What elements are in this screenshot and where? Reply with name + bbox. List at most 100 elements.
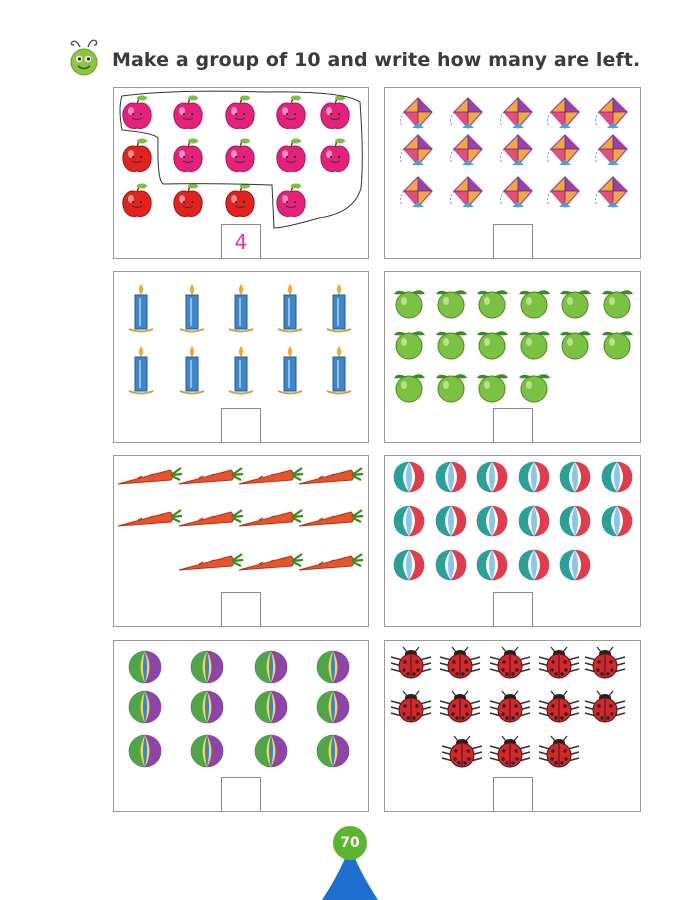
beach-ball-icon	[435, 461, 467, 493]
guava-icon	[436, 290, 467, 319]
instruction-header: Make a group of 10 and write how many ar…	[68, 38, 640, 82]
guava-icon	[436, 374, 467, 403]
candle-icon	[128, 346, 154, 395]
guava-icon	[394, 374, 425, 403]
candle-icon	[277, 346, 303, 395]
carrot-icon	[178, 553, 244, 571]
guava-icon	[519, 290, 550, 319]
ball-icon	[190, 650, 224, 684]
ball-icon	[254, 734, 288, 768]
candle-icon	[179, 284, 205, 333]
guava-icon	[602, 290, 633, 319]
kite-icon	[547, 97, 580, 129]
beach-ball-icon	[518, 505, 550, 537]
answer-box-candles[interactable]	[221, 408, 261, 442]
candle-icon	[228, 284, 254, 333]
beach-ball-icon	[476, 461, 508, 493]
guava-icon	[477, 290, 508, 319]
answer-box-apples[interactable]: 4	[221, 224, 261, 258]
answer-box-balls[interactable]	[221, 777, 261, 811]
kite-icon	[595, 134, 628, 166]
guava-icon	[477, 331, 508, 360]
ladybug-icon	[538, 646, 580, 679]
ball-icon	[254, 690, 288, 724]
carrot-icon	[298, 509, 364, 527]
beach-balls-group	[393, 461, 633, 581]
beach-ball-icon	[559, 549, 591, 581]
ball-icon	[128, 650, 162, 684]
apple-icon	[122, 138, 152, 172]
ladybug-icon	[538, 735, 580, 768]
beach-ball-icon	[435, 505, 467, 537]
ball-icon	[128, 734, 162, 768]
carrot-icon	[117, 509, 183, 527]
kite-icon	[450, 97, 483, 129]
carrot-icon	[238, 553, 304, 571]
answer-box-guavas[interactable]	[492, 408, 533, 442]
panel-guavas	[384, 271, 641, 443]
carrot-icon	[117, 467, 183, 485]
kite-icon	[547, 176, 580, 208]
kite-icon	[595, 97, 628, 129]
apple-icon	[173, 183, 203, 217]
apple-icon	[122, 183, 152, 217]
ladybug-icon	[390, 646, 432, 679]
balls-group	[128, 650, 350, 768]
ladybug-icon	[439, 646, 481, 679]
apple-icon	[320, 138, 350, 172]
guava-icon	[394, 290, 425, 319]
ladybugs-group	[390, 646, 626, 768]
apple-icon	[276, 183, 306, 217]
ball-icon	[254, 650, 288, 684]
ladybug-icon	[439, 690, 481, 723]
carrot-icon	[238, 509, 304, 527]
kites-group	[400, 97, 628, 208]
ball-icon	[316, 734, 350, 768]
carrot-icon	[298, 467, 364, 485]
guava-icon	[560, 290, 591, 319]
ladybug-icon	[538, 690, 580, 723]
beach-ball-icon	[601, 461, 633, 493]
ball-icon	[128, 690, 162, 724]
beach-ball-icon	[393, 549, 425, 581]
beach-ball-icon	[518, 461, 550, 493]
ladybug-icon	[390, 690, 432, 723]
answer-box-ladybugs[interactable]	[492, 777, 533, 811]
ladybug-icon	[441, 735, 483, 768]
ball-icon	[190, 690, 224, 724]
candle-icon	[128, 284, 154, 333]
carrots-group	[117, 467, 364, 571]
panel-carrots	[113, 455, 369, 627]
apple-icon	[320, 95, 350, 129]
beach-ball-icon	[476, 505, 508, 537]
answer-box-beach-balls[interactable]	[492, 592, 533, 626]
kite-icon	[450, 176, 483, 208]
group-lasso	[119, 90, 363, 229]
beach-ball-icon	[518, 549, 550, 581]
beach-ball-icon	[393, 461, 425, 493]
panel-apples: 4	[113, 87, 369, 259]
beach-ball-icon	[476, 549, 508, 581]
answer-box-kites[interactable]	[492, 224, 533, 258]
panel-kites	[384, 87, 641, 259]
carrot-icon	[178, 467, 244, 485]
kite-icon	[547, 134, 580, 166]
instruction-text: Make a group of 10 and write how many ar…	[112, 49, 641, 71]
ladybug-icon	[584, 646, 626, 679]
guava-icon	[394, 331, 425, 360]
ladybug-icon	[489, 735, 531, 768]
ball-icon	[190, 734, 224, 768]
candle-icon	[228, 346, 254, 395]
ladybug-icon	[489, 646, 531, 679]
panel-ladybugs	[384, 640, 641, 812]
ball-icon	[316, 650, 350, 684]
kite-icon	[500, 134, 533, 166]
panel-beach-balls	[384, 455, 641, 627]
guavas-group	[394, 290, 633, 403]
kite-icon	[450, 134, 483, 166]
apple-icon	[225, 138, 255, 172]
page-number-badge: 70	[320, 826, 380, 900]
apple-icon	[225, 95, 255, 129]
guava-icon	[519, 331, 550, 360]
answer-box-carrots[interactable]	[221, 592, 261, 626]
